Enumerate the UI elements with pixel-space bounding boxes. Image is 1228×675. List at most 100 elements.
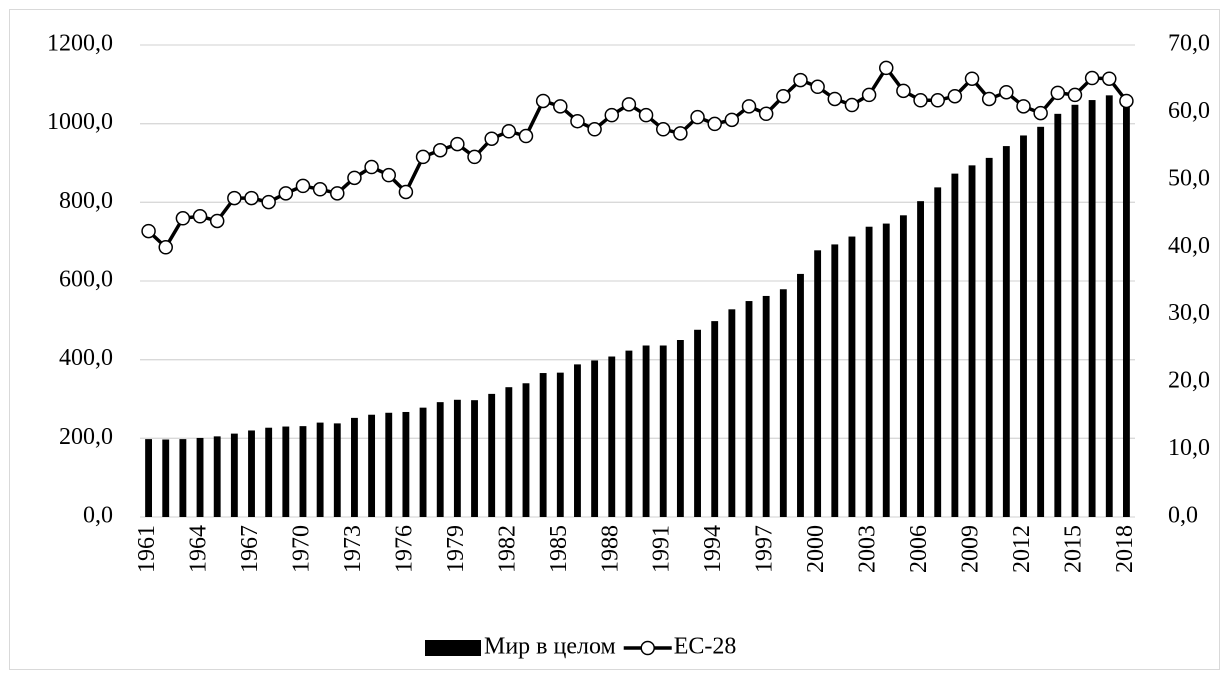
x-tick-label: 1967 (237, 525, 263, 573)
bar (1002, 146, 1010, 517)
bar (574, 364, 581, 517)
legend-swatch (640, 640, 655, 656)
line-marker (810, 79, 825, 95)
bar (779, 289, 787, 517)
bar (333, 423, 341, 517)
line-marker (690, 109, 705, 125)
bar (797, 273, 804, 517)
bar (265, 427, 273, 517)
x-tick-label: 2003 (855, 525, 881, 573)
bar (848, 236, 856, 517)
y2-tick-label: 20,0 (1168, 368, 1210, 394)
x-tick-label: 1997 (752, 525, 778, 573)
x-tick-label: 2009 (958, 525, 984, 573)
bar (676, 340, 684, 517)
line-marker (638, 107, 654, 123)
line-marker (209, 213, 225, 229)
line-marker (930, 93, 945, 108)
x-tick-label: 1994 (700, 525, 726, 573)
bar (351, 417, 358, 517)
line-marker (981, 91, 997, 107)
legend-label: ЕС-28 (674, 634, 737, 660)
bar (694, 329, 701, 517)
line-marker (158, 240, 173, 255)
y-tick-label: 200,0 (59, 424, 113, 450)
bar (591, 360, 599, 517)
line-marker (312, 182, 328, 197)
line-marker (501, 124, 517, 139)
x-tick-label: 1973 (340, 525, 366, 573)
line-marker (570, 113, 585, 129)
x-tick-label: 2018 (1112, 525, 1138, 573)
bar (917, 201, 924, 518)
x-tick-label: 2000 (803, 525, 829, 573)
bar (436, 402, 444, 517)
line-marker (227, 190, 242, 206)
line-marker (776, 88, 791, 104)
bar (865, 226, 873, 517)
y2-tick-label: 70,0 (1168, 31, 1210, 57)
y-tick-label: 0,0 (83, 503, 113, 529)
bar (1071, 104, 1079, 517)
bar (1088, 100, 1096, 518)
line-marker (999, 84, 1014, 100)
y2-tick-label: 0,0 (1168, 503, 1198, 529)
line-marker (467, 149, 482, 165)
legend-swatch (425, 640, 481, 656)
y2-tick-label: 60,0 (1168, 98, 1210, 124)
y-tick-label: 800,0 (59, 188, 113, 214)
line-marker (295, 178, 311, 194)
x-tick-label: 1970 (288, 525, 314, 573)
line-marker (758, 106, 774, 122)
line-marker (1084, 70, 1100, 86)
line-marker (964, 71, 980, 86)
bar (985, 157, 993, 518)
line-marker (364, 159, 379, 175)
bar (488, 393, 496, 517)
line-marker (673, 126, 688, 141)
line-marker (484, 131, 499, 146)
x-tick-label: 1979 (443, 525, 469, 573)
bar (196, 437, 204, 517)
bar (505, 387, 513, 517)
bar (282, 426, 290, 517)
line-marker (947, 88, 963, 104)
bar (299, 426, 307, 517)
bar (385, 412, 393, 517)
bar (608, 356, 616, 517)
line-marker (913, 93, 928, 108)
bar (368, 414, 376, 517)
bar (145, 439, 153, 517)
line-marker (655, 122, 671, 137)
bar (1020, 135, 1027, 517)
line-marker (261, 194, 276, 210)
line-marker (707, 116, 722, 132)
line-marker (1119, 93, 1134, 109)
bar (831, 244, 839, 518)
bar (539, 373, 547, 517)
bar (1037, 126, 1045, 518)
bar (316, 422, 324, 517)
line-marker (398, 184, 414, 200)
bar (762, 295, 770, 517)
bar (814, 250, 822, 517)
line-marker (741, 99, 757, 114)
bar (1054, 113, 1062, 517)
y2-tick-label: 40,0 (1168, 233, 1210, 259)
line-marker (141, 223, 156, 239)
bar (453, 399, 461, 517)
line-marker (347, 170, 362, 186)
x-tick-label: 1982 (494, 525, 520, 573)
line-marker (278, 186, 294, 201)
bar (659, 345, 667, 517)
x-tick-label: 1976 (391, 525, 417, 573)
line-marker (827, 91, 843, 107)
bar (745, 301, 753, 517)
bar (625, 350, 633, 517)
line-marker (879, 60, 894, 76)
bar (419, 407, 427, 517)
bar (402, 411, 410, 517)
y-tick-label: 600,0 (59, 267, 113, 293)
line-marker (535, 93, 551, 109)
